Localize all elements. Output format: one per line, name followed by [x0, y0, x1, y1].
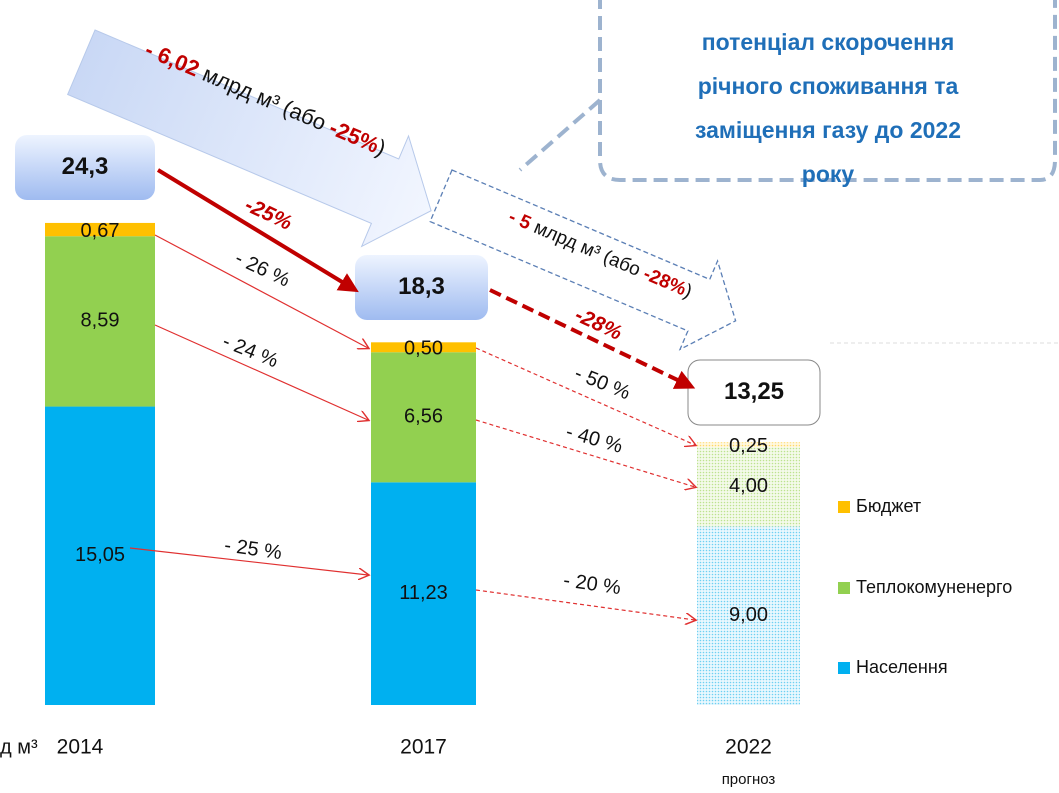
- bar-segment: [45, 236, 155, 407]
- legend-label: Бюджет: [856, 496, 921, 516]
- total-change-label: -28%: [571, 303, 625, 345]
- value-label: 8,59: [81, 310, 120, 332]
- callout-text: року: [802, 161, 855, 187]
- segment-arrow: [154, 324, 368, 420]
- legend-swatch: [838, 662, 850, 674]
- value-label: 9,00: [729, 604, 768, 626]
- total-box: [15, 135, 155, 200]
- total-label: 24,3: [62, 153, 109, 180]
- bar-segment: [371, 342, 476, 353]
- segment-change-label: - 20 %: [562, 569, 623, 599]
- callout-box: [598, 0, 1057, 182]
- callout-text: потенціал скорочення: [702, 29, 955, 55]
- value-label: 4,00: [729, 475, 768, 497]
- big-arrow: [66, 29, 432, 248]
- segment-change-label: - 24 %: [219, 330, 281, 372]
- segment-arrow: [129, 547, 368, 575]
- callout-text: заміщення газу до 2022: [695, 117, 961, 143]
- x-tick-note: прогноз: [722, 771, 776, 788]
- segment-change-label: - 40 %: [563, 421, 625, 458]
- bar-segment: [697, 447, 800, 527]
- bar-segment: [371, 352, 476, 483]
- x-tick-label: 2017: [400, 736, 447, 759]
- segment-arrow: [154, 234, 368, 348]
- value-label: 11,23: [399, 582, 448, 604]
- bar-segment: [45, 222, 155, 237]
- total-change-label: -25%: [241, 193, 295, 235]
- bar-segment: [45, 406, 155, 705]
- segment-arrow: [475, 589, 695, 620]
- total-arrow: [156, 168, 359, 293]
- legend-swatch: [838, 501, 850, 513]
- segment-arrow: [475, 419, 695, 487]
- value-label: 0,50: [404, 338, 443, 360]
- bar-segment: [697, 526, 800, 705]
- segment-arrow: [475, 347, 695, 445]
- total-label: 18,3: [398, 273, 445, 300]
- legend-swatch: [838, 582, 850, 594]
- callout-tail: [518, 98, 602, 172]
- total-box: [687, 359, 821, 426]
- bar-segment: [371, 482, 476, 705]
- legend-label: Населення: [856, 657, 948, 677]
- total-label: 13,25: [724, 378, 784, 405]
- bar-segment: [697, 442, 800, 448]
- value-label: 6,56: [404, 406, 443, 428]
- value-label: 15,05: [75, 544, 125, 566]
- legend-label: Теплокомуненерго: [856, 577, 1012, 597]
- callout-text: річного споживання та: [698, 73, 959, 99]
- total-box: [355, 255, 488, 320]
- value-label: 0,25: [729, 435, 768, 457]
- segment-change-label: - 50 %: [571, 362, 633, 404]
- segment-change-label: - 26 %: [231, 247, 293, 291]
- total-arrow: [489, 288, 696, 389]
- big-arrow: [429, 169, 737, 351]
- value-label: 0,67: [81, 220, 120, 242]
- x-tick-label: 2014: [57, 736, 104, 759]
- x-tick-label: 2022: [725, 736, 772, 759]
- unit-label: д м³: [0, 736, 38, 758]
